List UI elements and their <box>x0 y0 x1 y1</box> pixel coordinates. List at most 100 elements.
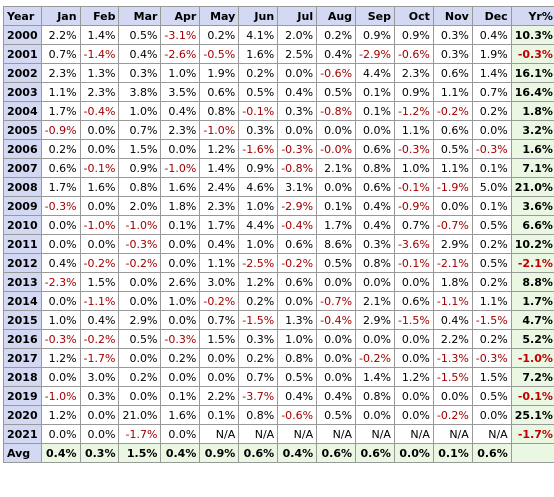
return-cell: 0.0% <box>160 234 201 254</box>
year-label: 2000 <box>3 25 42 45</box>
return-cell: 0.7% <box>238 367 279 387</box>
return-cell: -0.3% <box>118 234 162 254</box>
return-cell: -0.3% <box>471 348 512 368</box>
return-cell: 1.2% <box>238 272 279 292</box>
year-row: 2001 0.7% -1.4% 0.4% -2.6% -0.5% 1.6% 2.5% 0.4% -… <box>3 44 554 64</box>
return-cell: 1.7% <box>199 215 240 235</box>
return-cell: 0.9% <box>393 25 434 45</box>
year-total-cell: 6.6% <box>510 215 554 235</box>
avg-cell: 0.6% <box>355 443 395 463</box>
year-total-cell: 4.7% <box>510 310 554 330</box>
return-cell: 0.2% <box>316 25 357 45</box>
return-cell: 0.6% <box>277 234 318 254</box>
return-cell: 1.6% <box>79 177 120 197</box>
return-cell: 0.0% <box>471 405 512 425</box>
return-cell: 1.2% <box>40 405 81 425</box>
return-cell: 0.4% <box>79 310 120 330</box>
year-label: 2004 <box>3 101 42 121</box>
return-cell: 0.0% <box>316 348 357 368</box>
year-label: 2005 <box>3 120 42 140</box>
year-label: 2018 <box>3 367 42 387</box>
return-cell: 0.8% <box>355 253 395 273</box>
return-cell: -1.5% <box>238 310 279 330</box>
return-cell: 0.0% <box>40 367 81 387</box>
return-cell: 2.3% <box>40 63 81 83</box>
return-cell: 0.6% <box>355 177 395 197</box>
column-header: Apr <box>160 6 201 26</box>
year-row: 2007 0.6% -0.1% 0.9% -1.0% 1.4% 0.9% -0.8% 2.1% 0… <box>3 158 554 178</box>
return-cell: -0.9% <box>40 120 81 140</box>
return-cell: 0.3% <box>79 386 120 406</box>
return-cell: 0.0% <box>40 234 81 254</box>
return-cell: N/A <box>199 424 240 444</box>
return-cell: 2.3% <box>393 63 434 83</box>
return-cell: 2.3% <box>199 196 240 216</box>
return-cell: 0.0% <box>316 367 357 387</box>
column-header: May <box>199 6 240 26</box>
return-cell: 1.7% <box>40 177 81 197</box>
return-cell: 1.1% <box>199 253 240 273</box>
return-cell: -0.1% <box>393 253 434 273</box>
return-cell: -1.7% <box>118 424 162 444</box>
return-cell: 3.8% <box>118 82 162 102</box>
return-cell: 0.0% <box>118 291 162 311</box>
year-label: 2017 <box>3 348 42 368</box>
return-cell: -0.2% <box>432 405 473 425</box>
return-cell: -0.3% <box>471 139 512 159</box>
return-cell: 0.6% <box>432 63 473 83</box>
return-cell: 0.0% <box>316 177 357 197</box>
return-cell: 0.0% <box>199 367 240 387</box>
return-cell: 2.0% <box>277 25 318 45</box>
return-cell: 0.0% <box>471 120 512 140</box>
return-cell: 1.2% <box>40 348 81 368</box>
year-total-cell: 3.6% <box>510 196 554 216</box>
year-row: 2010 0.0% -1.0% -1.0% 0.1% 1.7% 4.4% -0.4% 1.7% 0… <box>3 215 554 235</box>
return-cell: 0.6% <box>432 120 473 140</box>
return-cell: 0.4% <box>118 44 162 64</box>
return-cell: 0.0% <box>393 386 434 406</box>
year-total-cell: 1.8% <box>510 101 554 121</box>
return-cell: 0.0% <box>118 272 162 292</box>
return-cell: 0.4% <box>316 386 357 406</box>
return-cell: -2.9% <box>277 196 318 216</box>
return-cell: 0.2% <box>238 348 279 368</box>
return-cell: 0.0% <box>393 272 434 292</box>
header-row: Year Jan Feb Mar Apr May Jun Jul Aug Sep Oct Nov Dec… <box>3 6 554 26</box>
return-cell: 1.1% <box>471 291 512 311</box>
column-header: Jun <box>238 6 279 26</box>
return-cell: 0.2% <box>118 367 162 387</box>
year-row: 2003 1.1% 2.3% 3.8% 3.5% 0.6% 0.5% 0.4% 0.5% 0.1%… <box>3 82 554 102</box>
return-cell: 8.6% <box>316 234 357 254</box>
return-cell: 0.6% <box>355 139 395 159</box>
return-cell: 0.4% <box>277 82 318 102</box>
return-cell: 2.9% <box>432 234 473 254</box>
return-cell: 2.1% <box>316 158 357 178</box>
return-cell: 0.5% <box>118 25 162 45</box>
return-cell: 0.9% <box>355 25 395 45</box>
return-cell: 1.1% <box>393 120 434 140</box>
return-cell: 1.0% <box>238 234 279 254</box>
return-cell: 1.0% <box>393 158 434 178</box>
avg-cell: 0.6% <box>238 443 279 463</box>
return-cell: 0.0% <box>199 348 240 368</box>
return-cell: 0.0% <box>355 120 395 140</box>
year-row: 2009 -0.3% 0.0% 2.0% 1.8% 2.3% 1.0% -2.9% 0.1% 0.… <box>3 196 554 216</box>
avg-cell: 0.1% <box>432 443 473 463</box>
return-cell: N/A <box>277 424 318 444</box>
return-cell: 21.0% <box>118 405 162 425</box>
year-total-cell: -0.1% <box>510 386 554 406</box>
column-header: Yr% <box>510 6 554 26</box>
return-cell: 0.5% <box>316 405 357 425</box>
return-cell: -1.2% <box>393 101 434 121</box>
return-cell: 0.1% <box>355 82 395 102</box>
return-cell: 0.6% <box>277 272 318 292</box>
return-cell: 0.0% <box>79 120 120 140</box>
return-cell: 1.2% <box>393 367 434 387</box>
return-cell: -1.4% <box>79 44 120 64</box>
return-cell: -1.0% <box>199 120 240 140</box>
return-cell: -0.6% <box>393 44 434 64</box>
return-cell: 0.0% <box>355 405 395 425</box>
return-cell: 4.1% <box>238 25 279 45</box>
return-cell: 1.5% <box>79 272 120 292</box>
return-cell: -1.3% <box>432 348 473 368</box>
